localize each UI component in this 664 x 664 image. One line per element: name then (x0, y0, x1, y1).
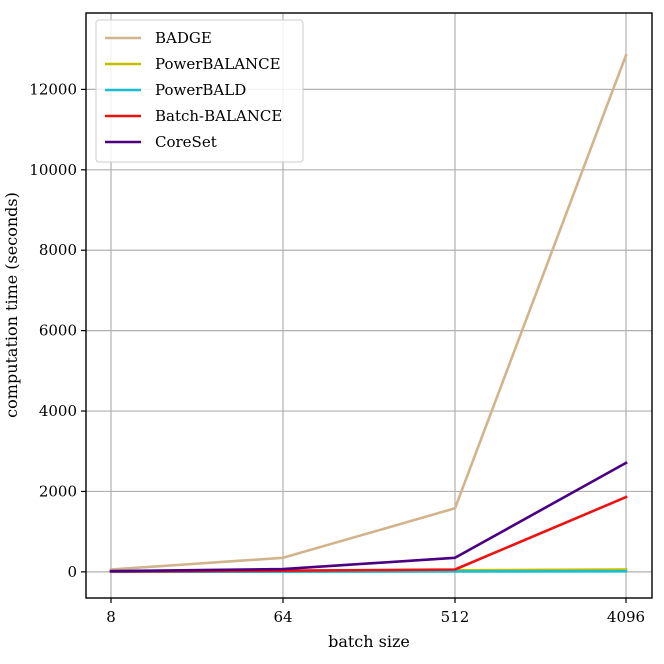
y-tick-label: 10000 (29, 161, 77, 179)
y-tick-label: 6000 (39, 322, 77, 340)
y-tick-label: 4000 (39, 402, 77, 420)
axis-ticks: 8 64 512 4096 0 2000 4000 6000 8000 10000 12000 (29, 80, 645, 626)
x-tick-label: 64 (273, 608, 292, 626)
y-tick-label: 12000 (29, 80, 77, 98)
legend-box (95, 19, 304, 163)
series-line-badge (109, 53, 628, 571)
x-tick-label: 4096 (607, 608, 645, 626)
legend-label: PowerBALD (155, 81, 246, 99)
legend-label: PowerBALANCE (155, 55, 281, 73)
series-line-coreset (109, 461, 628, 573)
plot-frame (85, 12, 653, 599)
x-tick-label: 8 (106, 608, 116, 626)
legend: BADGE PowerBALANCE PowerBALD Batch-BALANCE C… (95, 19, 304, 163)
y-tick-label: 8000 (39, 241, 77, 259)
y-tick-label: 2000 (39, 482, 77, 500)
y-tick-label: 0 (67, 563, 77, 581)
x-tick-label: 512 (441, 608, 470, 626)
legend-label: BADGE (155, 29, 212, 47)
series-lines (109, 53, 628, 574)
grid-lines (86, 13, 652, 598)
legend-label: CoreSet (155, 133, 217, 151)
x-axis-label: batch size (328, 632, 410, 651)
y-axis-label: computation time (seconds) (2, 192, 21, 418)
legend-label: Batch-BALANCE (155, 107, 282, 125)
